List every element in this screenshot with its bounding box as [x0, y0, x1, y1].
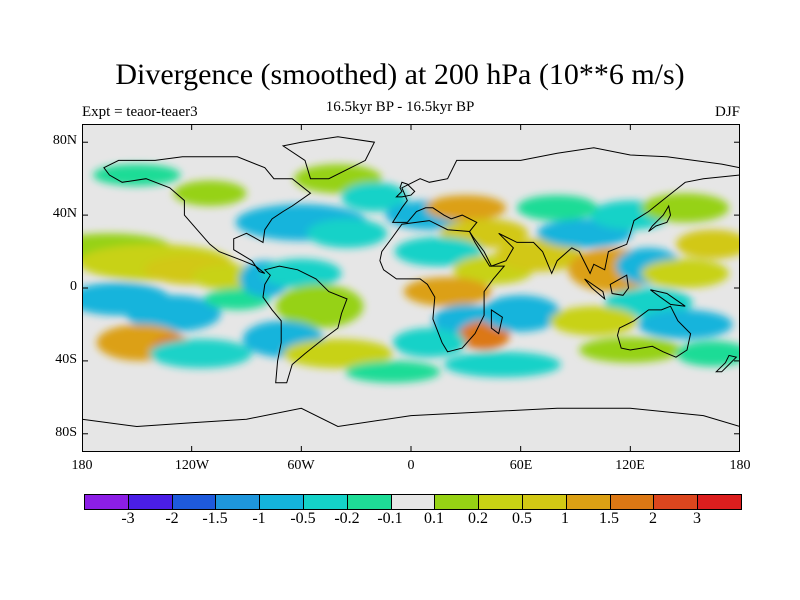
colorbar-cell: [435, 495, 480, 509]
coastline: [648, 204, 672, 232]
coastline: [650, 289, 686, 307]
divergence-contour: [676, 340, 740, 367]
divergence-contour: [641, 258, 730, 288]
colorbar-label: 1.5: [599, 510, 619, 527]
divergence-contour: [341, 182, 408, 212]
y-tick-80s: 80S: [55, 425, 77, 440]
colorbar-cell: [128, 495, 173, 509]
colorbar-cell: [522, 495, 567, 509]
colorbar-label: -2: [165, 510, 179, 527]
colorbar-label: 1: [561, 510, 569, 527]
y-tick-80n: 80N: [52, 133, 77, 148]
colorbar-label: 0.2: [468, 510, 488, 527]
colorbar-label: -3: [121, 510, 135, 527]
colorbar-label: -0.2: [334, 510, 360, 527]
coastline: [391, 147, 740, 275]
colorbar-label: 3: [693, 510, 701, 527]
divergence-contour: [125, 295, 221, 332]
x-tick-60w: 60W: [287, 458, 315, 473]
divergence-contour: [495, 238, 583, 272]
coastline: [379, 220, 506, 353]
x-tick-120e: 120E: [615, 458, 645, 473]
coastline: [281, 136, 376, 180]
divergence-contour: [261, 258, 342, 288]
divergence-contour: [425, 195, 507, 221]
divergence-contour: [637, 309, 733, 340]
colorbar-label: 2: [649, 510, 657, 527]
coastline: [490, 308, 503, 335]
colorbar: [84, 494, 742, 510]
colorbar-cell: [654, 495, 699, 509]
divergence-contour: [149, 339, 252, 369]
chart-subtitle: 16.5kyr BP - 16.5kyr BP: [325, 99, 475, 115]
divergence-contour: [345, 360, 441, 383]
colorbar-label: -1: [252, 510, 266, 527]
y-tick-40s: 40S: [55, 352, 77, 367]
divergence-contour: [549, 306, 638, 336]
divergence-contour: [173, 180, 247, 206]
chart-title: Divergence (smoothed) at 200 hPa (10**6 …: [115, 58, 685, 91]
y-tick-40n: 40N: [52, 206, 77, 221]
x-tick-60e: 60E: [509, 458, 533, 473]
colorbar-label: -0.5: [290, 510, 316, 527]
experiment-label: Expt = teaor-teaer3: [82, 104, 198, 120]
divergence-contour: [517, 195, 598, 221]
map-border: [82, 124, 740, 452]
divergence-contour: [275, 284, 364, 329]
divergence-contour: [283, 339, 393, 369]
divergence-contour: [480, 295, 561, 332]
x-tick-180e: 180: [729, 458, 751, 473]
coastline: [103, 156, 312, 274]
coastline: [584, 278, 606, 301]
colorbar-label: -1.5: [202, 510, 228, 527]
divergence-contour: [443, 351, 561, 378]
x-tick-120w: 120W: [174, 458, 210, 473]
coastline: [262, 265, 348, 384]
map-plot: [82, 124, 740, 452]
colorbar-cell: [260, 495, 304, 509]
coastline: [609, 274, 630, 296]
colorbar-cell: [85, 495, 129, 509]
y-tick-0: 0: [70, 279, 77, 294]
divergence-contour: [392, 328, 466, 358]
divergence-contour: [394, 236, 483, 267]
colorbar-cell: [172, 495, 217, 509]
divergence-contour: [676, 229, 740, 259]
colorbar-cell: [391, 495, 436, 509]
colorbar-label: -0.1: [377, 510, 403, 527]
colorbar-cell: [566, 495, 611, 509]
colorbar-cell: [698, 495, 741, 509]
colorbar-cell: [347, 495, 392, 509]
coastline: [82, 407, 740, 452]
season-label: DJF: [714, 104, 740, 120]
colorbar-label: 0.5: [512, 510, 532, 527]
divergence-contour: [306, 218, 388, 248]
divergence-contour: [641, 193, 730, 223]
colorbar-cell: [216, 495, 261, 509]
x-tick-0: 0: [407, 458, 415, 473]
colorbar-cell: [610, 495, 655, 509]
colorbar-label: 0.1: [424, 510, 444, 527]
divergence-contour: [604, 288, 693, 318]
coastline: [616, 305, 692, 358]
colorbar-cell: [479, 495, 523, 509]
coastline: [714, 354, 738, 373]
colorbar-cell: [303, 495, 348, 509]
x-tick-180w: 180: [71, 458, 93, 473]
divergence-contour: [403, 277, 492, 307]
coastline: [395, 181, 416, 198]
divergence-contour: [92, 164, 181, 186]
